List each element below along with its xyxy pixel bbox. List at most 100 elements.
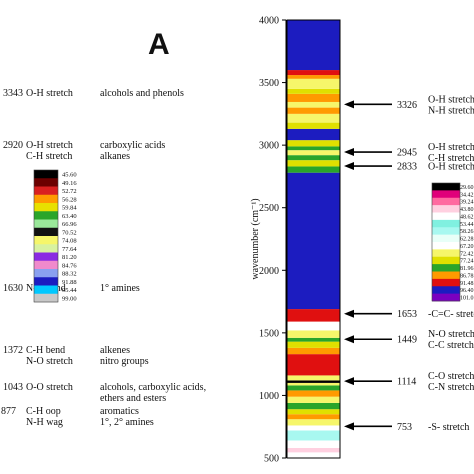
legend-value: 63.40 xyxy=(62,213,77,220)
annotation-text: O-H stretch xyxy=(428,94,474,105)
legend-swatch xyxy=(432,286,460,295)
peak-wavenumber: 2920 xyxy=(3,140,23,151)
y-tick-label: 4000 xyxy=(259,16,279,27)
panel-label: A xyxy=(148,28,170,61)
annotation-wavenumber: 2833 xyxy=(397,162,417,173)
annotation-text: C-O stretch xyxy=(428,371,474,382)
legend-swatch xyxy=(432,234,460,243)
legend-value: 34.42 xyxy=(460,192,474,198)
annotation-text: C-N stretch xyxy=(428,382,474,393)
spectrum-band xyxy=(287,93,340,102)
legend-swatch xyxy=(34,252,58,262)
spectrum-band xyxy=(287,425,340,431)
spectrum-band xyxy=(287,166,340,173)
annotation-text: O-H stretch xyxy=(428,162,474,173)
legend-swatch xyxy=(432,190,460,199)
annotation-text: C-C stretch xyxy=(428,340,474,351)
y-tick-label: 1000 xyxy=(259,391,279,402)
peak-bond: C-H bend N-O stretch xyxy=(26,345,73,367)
spectrum-band xyxy=(287,122,340,129)
spectrum-band xyxy=(287,70,340,76)
legend-swatch xyxy=(34,170,58,179)
legend-swatch xyxy=(432,212,460,221)
annotation-wavenumber: 753 xyxy=(397,422,412,433)
peak-wavenumber: 3343 xyxy=(3,88,23,99)
spectrum-band xyxy=(287,396,340,403)
spectrum-band xyxy=(287,78,340,89)
annotation-wavenumber: 1114 xyxy=(397,377,416,388)
legend-swatch xyxy=(34,178,58,187)
annotation-wavenumber: 3326 xyxy=(397,100,417,111)
y-tick-label: 500 xyxy=(264,454,279,465)
spectrum-band xyxy=(287,128,340,141)
legend-value: 77.64 xyxy=(62,246,77,253)
legend-value: 84.76 xyxy=(62,262,77,269)
annotation-text: C-H stretch xyxy=(428,153,474,164)
legend-value: 48.62 xyxy=(460,214,474,220)
legend-swatch xyxy=(432,256,460,265)
legend-swatch xyxy=(34,244,58,253)
spectrum-band xyxy=(287,146,340,151)
legend-frame xyxy=(33,169,59,303)
annotation-text: -S- stretch xyxy=(428,422,469,433)
legend-swatch xyxy=(432,249,460,258)
legend-value: 52.72 xyxy=(62,188,77,195)
peak-wavenumber: 1630 xyxy=(3,283,23,294)
annotation-text: N-H stretch xyxy=(428,105,474,116)
annotation-arrowhead xyxy=(344,100,354,109)
legend-value: 86.78 xyxy=(460,273,474,279)
annotation-arrowhead xyxy=(344,335,354,344)
legend-swatch xyxy=(34,269,58,278)
peak-wavenumber: 1372 xyxy=(3,345,23,356)
peak-functional-group: aromatics 1°, 2° amines xyxy=(100,406,154,428)
legend-swatch xyxy=(432,293,460,302)
legend-value: 91.48 xyxy=(460,281,474,287)
y-tick-label: 2000 xyxy=(259,266,279,277)
annotation-wavenumber: 2945 xyxy=(397,148,417,159)
legend-swatch xyxy=(34,186,58,196)
legend-swatch xyxy=(432,242,460,250)
spectrum-band xyxy=(287,330,340,338)
spectrum-band xyxy=(287,113,340,123)
spectrum-band xyxy=(287,419,340,426)
annotation-arrowhead xyxy=(344,309,354,318)
legend-swatch xyxy=(34,260,58,270)
legend-value: 59.84 xyxy=(62,205,77,212)
legend-value: 43.80 xyxy=(460,207,474,213)
legend-swatch xyxy=(432,183,460,191)
y-tick-label: 1500 xyxy=(259,328,279,339)
legend-swatch xyxy=(432,219,460,228)
annotation-arrowhead xyxy=(344,422,354,431)
legend-value: 96.40 xyxy=(460,288,474,294)
spectrum-band xyxy=(287,380,340,383)
legend-swatch xyxy=(34,203,58,212)
legend-frame xyxy=(431,182,461,302)
legend-swatch xyxy=(432,271,460,280)
spectrum-band xyxy=(287,409,340,415)
spectrum-band xyxy=(287,414,340,420)
spectrum-band xyxy=(287,375,340,381)
peak-functional-group: alcohols and phenols xyxy=(100,88,184,99)
legend-swatch xyxy=(432,278,460,287)
spectrum-band xyxy=(287,321,340,331)
spectrum-band xyxy=(287,341,340,348)
peak-wavenumber: 1043 xyxy=(3,382,23,393)
y-tick-label: 3000 xyxy=(259,141,279,152)
spectrum-band xyxy=(287,160,340,167)
y-axis-label: wavenumber (cm⁻¹) xyxy=(250,198,261,279)
legend-swatch xyxy=(432,264,460,272)
legend-swatch xyxy=(432,227,460,236)
legend-swatch xyxy=(432,205,460,213)
legend-value: 99.00 xyxy=(62,295,77,302)
spectrum-band xyxy=(287,88,340,94)
spectrum-band xyxy=(287,75,340,79)
legend-value: 74.08 xyxy=(62,238,77,245)
spectrum-band xyxy=(287,440,340,448)
legend-value: 81.96 xyxy=(460,266,474,272)
legend-value: 70.52 xyxy=(62,229,77,236)
spectrum-band xyxy=(287,155,340,161)
legend-value: 72.42 xyxy=(460,251,474,257)
legend-swatch xyxy=(34,219,58,229)
legend-value: 88.32 xyxy=(62,271,77,278)
legend-value: 95.44 xyxy=(62,287,77,294)
